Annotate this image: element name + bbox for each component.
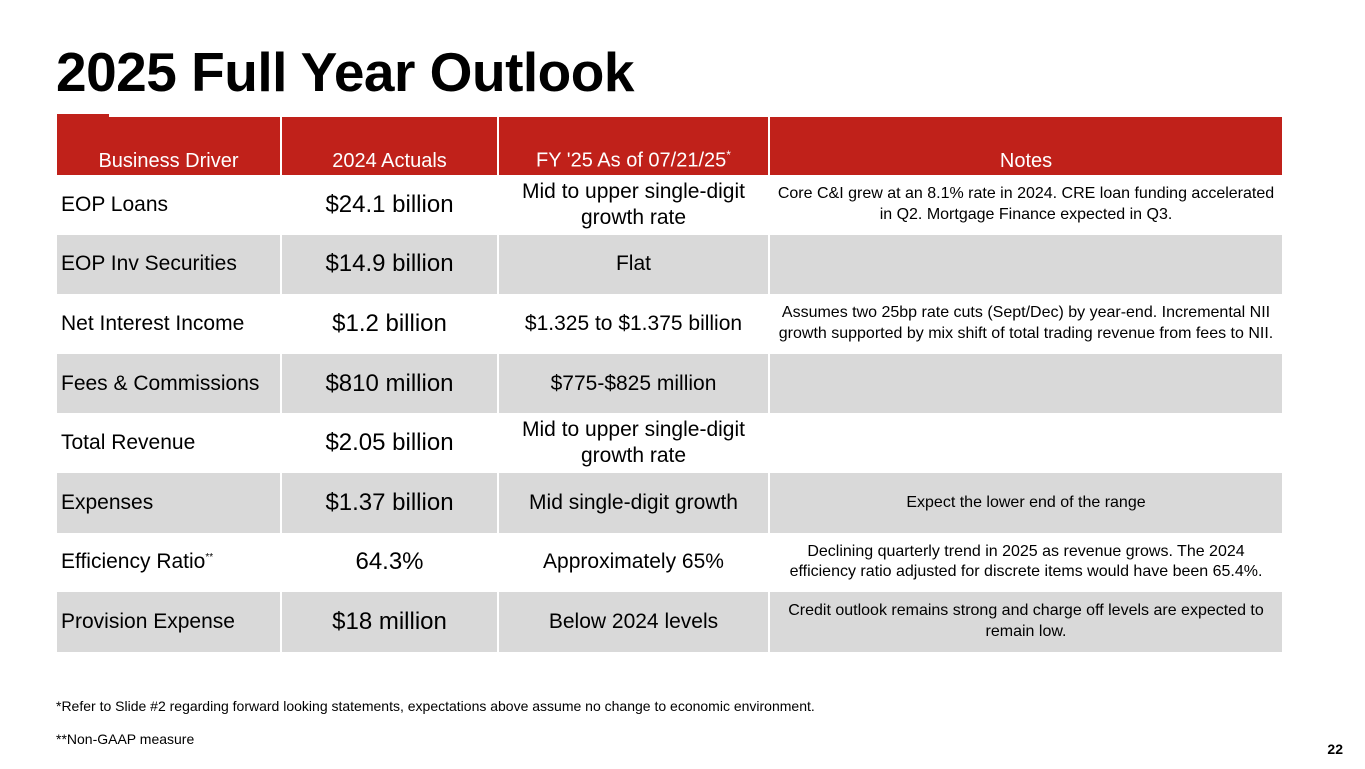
fy25-outlook-cell: Below 2024 levels [498,592,770,652]
fy25-outlook-cell: $1.325 to $1.375 billion [498,294,770,354]
table-row: Net Interest Income $1.2 billion $1.325 … [57,294,1282,354]
fy25-outlook-cell: Flat [498,234,770,295]
business-driver-cell: Efficiency Ratio** [57,532,282,593]
header-2024-actuals: 2024 Actuals [281,117,499,175]
notes-cell [769,353,1282,414]
header-fy25-label: FY '25 As of 07/21/25 [536,150,727,172]
title-accent-bar [57,114,109,117]
driver-marker: ** [205,552,214,564]
business-driver-label: EOP Inv Securities [61,252,237,276]
notes-cell: Assumes two 25bp rate cuts (Sept/Dec) by… [778,304,1274,342]
business-driver-label: Expenses [61,490,154,514]
business-driver-label: Total Revenue [61,431,196,455]
notes-cell: Expect the lower end of the range [769,472,1282,533]
actuals-cell: $24.1 billion [281,175,499,235]
table-row: Provision Expense $18 million Below 2024… [57,592,1282,652]
actuals-cell: $1.37 billion [281,472,499,533]
fy25-outlook-cell: Mid to upper single-digit growth rate [498,413,770,473]
table-row: Efficiency Ratio** 64.3% Approximately 6… [57,532,1282,593]
actuals-cell: $14.9 billion [281,234,499,295]
table-header-row: Business Driver 2024 Actuals FY '25 As o… [57,117,1282,175]
header-business-driver: Business Driver [57,117,282,175]
page-title: 2025 Full Year Outlook [56,41,634,103]
business-driver-label: Provision Expense [61,609,235,633]
footnote-forward-looking: *Refer to Slide #2 regarding forward loo… [56,698,815,714]
business-driver-label: Net Interest Income [61,311,245,335]
table-row: EOP Inv Securities $14.9 billion Flat [57,234,1282,295]
page-number: 22 [1327,741,1343,757]
notes-cell: Credit outlook remains strong and charge… [769,592,1282,652]
outlook-table: Business Driver 2024 Actuals FY '25 As o… [57,117,1282,652]
notes-cell [769,413,1282,473]
table-row: Total Revenue $2.05 billion Mid to upper… [57,413,1282,473]
notes-cell [769,234,1282,295]
business-driver-cell: EOP Loans [57,175,282,235]
fy25-outlook-cell: Approximately 65% [498,532,770,593]
business-driver-cell: Provision Expense [57,592,282,652]
fy25-outlook-cell: Mid to upper single-digit growth rate [498,175,770,235]
table-row: EOP Loans $24.1 billion Mid to upper sin… [57,175,1282,235]
business-driver-label: EOP Loans [61,192,169,216]
business-driver-label: Efficiency Ratio [61,550,206,574]
business-driver-label: Fees & Commissions [61,371,260,395]
header-notes: Notes [769,117,1282,175]
actuals-cell: $18 million [281,592,499,652]
fy25-outlook-cell: Mid single-digit growth [498,472,770,533]
header-fy25-marker: * [726,148,731,163]
business-driver-cell: Expenses [57,472,282,533]
table-row: Fees & Commissions $810 million $775-$82… [57,353,1282,414]
table-row: Expenses $1.37 billion Mid single-digit … [57,472,1282,533]
actuals-cell: $1.2 billion [281,294,499,354]
business-driver-cell: EOP Inv Securities [57,234,282,295]
header-fy25: FY '25 As of 07/21/25* [498,117,770,175]
fy25-outlook-cell: $775-$825 million [498,353,770,414]
actuals-cell: $810 million [281,353,499,414]
business-driver-cell: Net Interest Income [57,294,282,354]
footnote-non-gaap: **Non-GAAP measure [56,731,195,747]
business-driver-cell: Fees & Commissions [57,353,282,414]
actuals-cell: 64.3% [281,532,499,593]
business-driver-cell: Total Revenue [57,413,282,473]
notes-cell: Declining quarterly trend in 2025 as rev… [789,542,1263,581]
actuals-cell: $2.05 billion [281,413,499,473]
notes-cell: Core C&I grew at an 8.1% rate in 2024. C… [777,185,1275,223]
